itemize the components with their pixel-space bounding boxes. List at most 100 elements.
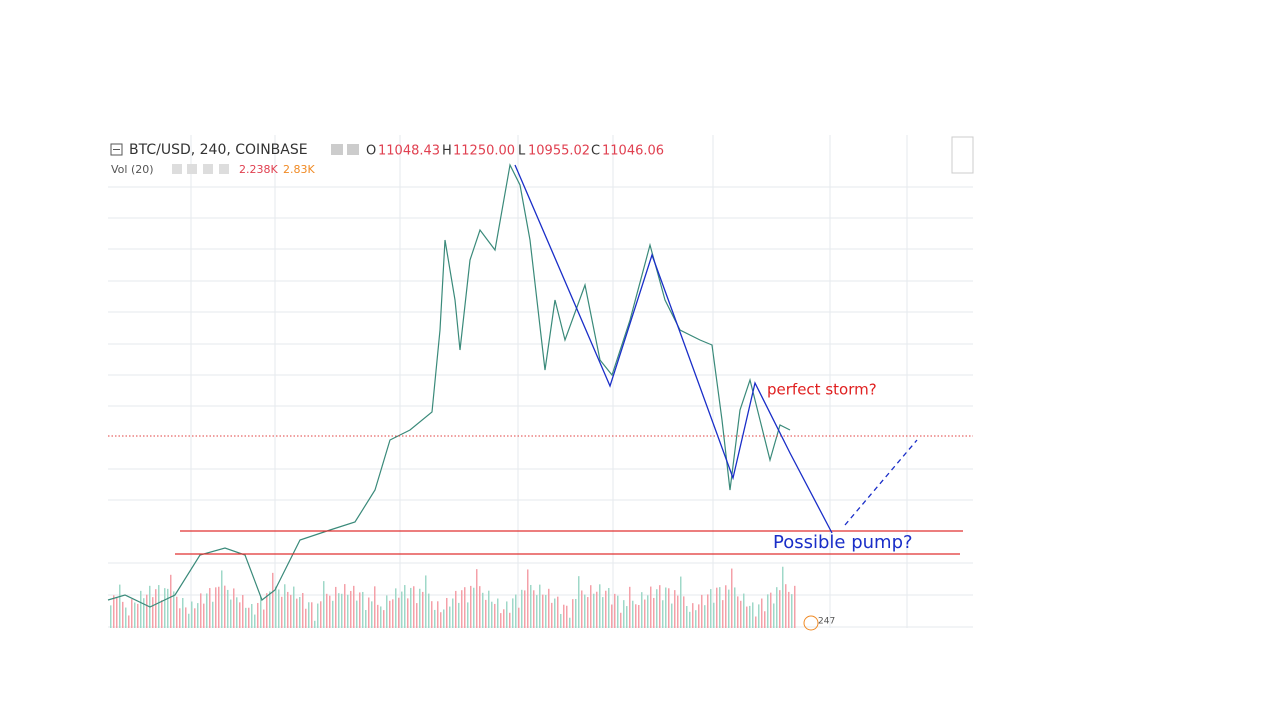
icon[interactable] [203, 164, 213, 174]
volume-bar [254, 614, 256, 628]
volume-bar [215, 587, 217, 628]
volume-bar [434, 609, 436, 628]
volume-bar [482, 592, 484, 628]
volume-bar [281, 596, 283, 628]
symbol: BTC/USD, 240, COINBASE [129, 142, 308, 158]
volume-bar [347, 594, 349, 628]
volume-bar [425, 575, 427, 628]
volume-bar [728, 589, 730, 628]
volume-bar [167, 588, 169, 628]
volume-bar [638, 605, 640, 628]
volume-bar [755, 616, 757, 628]
ohlc-label: O [366, 144, 376, 159]
volume-bar [278, 589, 280, 628]
ohlc-value: 10955.02 [528, 144, 590, 159]
volume-bar [515, 594, 517, 628]
volume-bar [320, 601, 322, 628]
volume-bar [284, 584, 286, 628]
annotation: Possible pump? [773, 532, 913, 553]
volume-bar [170, 574, 172, 628]
ohlc-value: 11046.06 [602, 144, 664, 159]
volume-bar [542, 594, 544, 628]
icon[interactable] [187, 164, 197, 174]
volume-bar [539, 584, 541, 628]
volume-bar [554, 598, 556, 628]
volume-bar [308, 602, 310, 628]
volume-bar [641, 592, 643, 628]
volume-bar [221, 570, 223, 628]
icon[interactable] [347, 144, 359, 155]
volume-bar [110, 605, 112, 628]
volume-bar [410, 587, 412, 628]
volume-bar [701, 594, 703, 628]
volume-bar [476, 569, 478, 628]
volume-bar [731, 568, 733, 628]
side-handle[interactable] [951, 136, 974, 174]
collapse-icon[interactable] [110, 143, 123, 156]
volume-bar [653, 597, 655, 628]
volume-bar [677, 595, 679, 628]
icon[interactable] [331, 144, 343, 155]
volume-bar [779, 590, 781, 628]
volume-bar [788, 591, 790, 628]
grid [108, 135, 973, 628]
volume-bar [512, 598, 514, 628]
volume-bar [626, 606, 628, 628]
volume-bar [596, 591, 598, 628]
volume-bar [551, 602, 553, 628]
volume-bar [470, 585, 472, 628]
volume-bar [617, 595, 619, 628]
icon[interactable] [219, 164, 229, 174]
volume-bar [494, 603, 496, 628]
volume-bar [197, 603, 199, 628]
volume-bar [599, 584, 601, 628]
volume-bar [326, 593, 328, 628]
volume-bar [224, 585, 226, 628]
icon[interactable] [172, 164, 182, 174]
volume-bar [479, 586, 481, 628]
volume-bar [383, 610, 385, 628]
volume-bar [158, 585, 160, 628]
volume-bar [341, 593, 343, 628]
projection-line [844, 439, 918, 526]
volume-bar [785, 584, 787, 628]
volume-bar [518, 607, 520, 628]
volume-bar [356, 600, 358, 628]
volume-bar [437, 601, 439, 628]
volume-bar [377, 604, 379, 628]
volume-bar [563, 604, 565, 628]
volume-bar [176, 596, 178, 628]
badge-icon[interactable] [803, 615, 819, 631]
volume-bar [740, 600, 742, 628]
volume-value: 2.83K [283, 163, 315, 176]
volume-bar [371, 601, 373, 628]
ohlc-label: H [442, 144, 452, 159]
volume-bar [632, 600, 634, 628]
volume-bar [191, 601, 193, 628]
volume-bar [359, 592, 361, 628]
volume-bar [362, 591, 364, 628]
volume-bar [152, 597, 154, 628]
volume-bar [614, 593, 616, 628]
volume-bar [794, 585, 796, 628]
volume-bar [734, 587, 736, 628]
volume-bar [743, 593, 745, 628]
volume-bar [725, 585, 727, 628]
volume-bar [344, 584, 346, 628]
volume-bar [689, 611, 691, 628]
volume-bar [125, 607, 127, 628]
volume-bar [422, 591, 424, 628]
volume-bar [431, 601, 433, 628]
volume-bar [134, 602, 136, 628]
volume-bar [782, 566, 784, 628]
volume-bar [455, 590, 457, 628]
volume-bar [560, 613, 562, 628]
volume-bar [194, 608, 196, 628]
volume-bar [380, 606, 382, 628]
volume-bar [440, 612, 442, 628]
volume-bar [200, 593, 202, 628]
volume-bar [668, 588, 670, 628]
volume-bar [605, 590, 607, 628]
volume-bar [548, 588, 550, 628]
volume-bar [395, 588, 397, 628]
